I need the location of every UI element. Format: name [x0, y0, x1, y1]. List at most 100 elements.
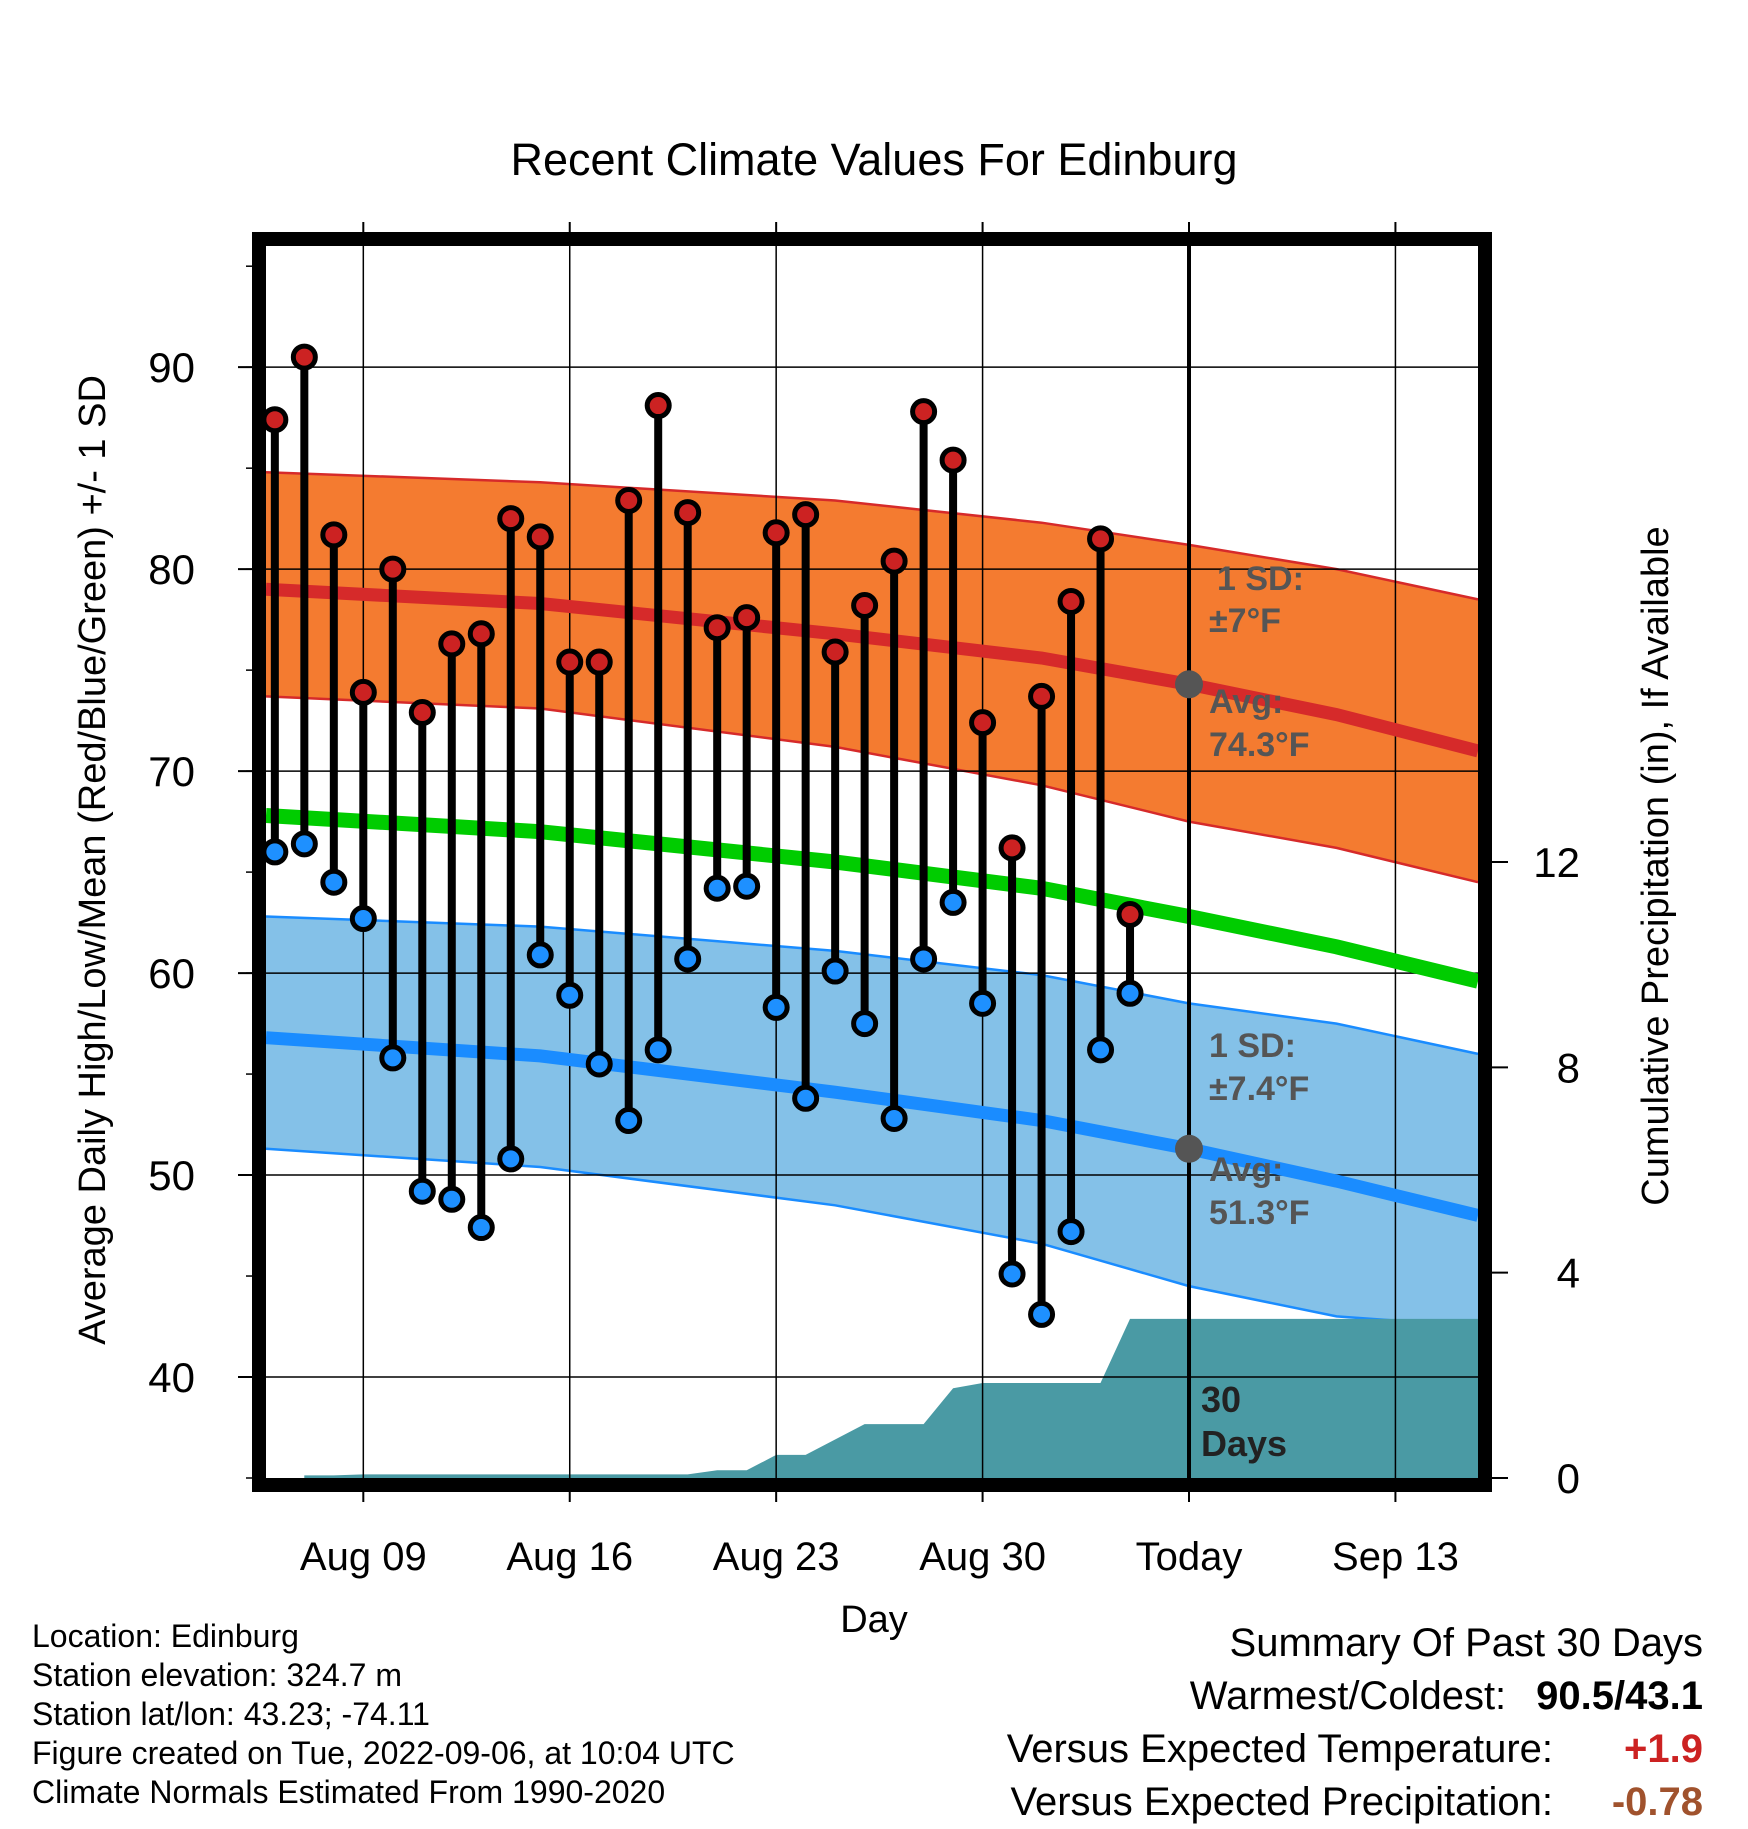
observed-low-point	[497, 1145, 525, 1173]
high-sd-label: 1 SD:	[1217, 560, 1304, 598]
days-label: Days	[1201, 1423, 1287, 1464]
axes: 40 50 60 70 80 90 0 4 8 12 Aug 09 Aug 16 Aug 23 Aug 3…	[148, 222, 1580, 1579]
x-tick-label: Aug 30	[919, 1535, 1046, 1579]
y-axis-label: Average Daily High/Low/Mean (Red/Blue/Gr…	[72, 375, 114, 1345]
low-avg-label: Avg:	[1209, 1151, 1283, 1189]
observed-low-point	[408, 1177, 436, 1205]
observed-low-point	[1116, 979, 1144, 1007]
precip-row: Versus Expected Precipitation: -0.78	[1007, 1776, 1703, 1829]
observed-high-point	[821, 638, 849, 666]
observed-high-point	[910, 398, 938, 426]
observed-high-point	[379, 555, 407, 583]
observed-low-point	[379, 1044, 407, 1072]
observed-low-point	[556, 981, 584, 1009]
warmest-coldest-label: Warmest/Coldest:	[1189, 1674, 1507, 1718]
y-tick-label: 90	[148, 344, 195, 391]
observed-low-point	[585, 1050, 613, 1078]
temp-value: +1.9	[1624, 1727, 1703, 1771]
elevation-text: Station elevation: 324.7 m	[32, 1657, 403, 1693]
y2-tick-label: 12	[1533, 839, 1580, 886]
y-tick-label: 60	[148, 950, 195, 997]
observed-low-point	[526, 941, 554, 969]
observed-low-point	[939, 888, 967, 916]
observed-low-point	[969, 989, 997, 1017]
low-avg-value: 51.3°F	[1209, 1194, 1310, 1232]
y-tick-label: 40	[148, 1354, 195, 1401]
observed-low-point	[290, 830, 318, 858]
high-avg-label: Avg:	[1209, 683, 1283, 721]
x-tick-label: Sep 13	[1332, 1535, 1459, 1579]
latlon-text: Station lat/lon: 43.23; -74.11	[32, 1696, 430, 1732]
observed-high-point	[674, 499, 702, 527]
observed-high-point	[261, 406, 289, 434]
temp-row: Versus Expected Temperature: +1.9	[1007, 1723, 1703, 1776]
days-count: 30	[1201, 1379, 1241, 1420]
observed-high-point	[438, 630, 466, 658]
observed-low-point	[821, 957, 849, 985]
observed-high-point	[851, 592, 879, 620]
low-sd-value: ±7.4°F	[1209, 1070, 1309, 1108]
observed-high-point	[1087, 525, 1115, 553]
low-sd-label: 1 SD:	[1209, 1027, 1296, 1065]
high-avg-value: 74.3°F	[1209, 726, 1310, 764]
observed-high-point	[939, 446, 967, 474]
observed-high-point	[733, 604, 761, 632]
observed-high-point	[703, 614, 731, 642]
station-info: Location: Edinburg Station elevation: 32…	[32, 1617, 735, 1812]
observed-high-point	[644, 392, 672, 420]
today-high-marker	[1175, 670, 1204, 699]
observed-high-point	[615, 486, 643, 514]
precip-area	[304, 1318, 1478, 1478]
temp-label: Versus Expected Temperature:	[1006, 1727, 1553, 1771]
summary-heading: Summary Of Past 30 Days	[1229, 1621, 1703, 1665]
warmest-coldest-value: 90.5/43.1	[1536, 1674, 1703, 1718]
precip-label: Versus Expected Precipitation:	[1010, 1780, 1553, 1824]
observed-high-point	[1028, 682, 1056, 710]
observed-high-point	[585, 648, 613, 676]
observed-high-point	[762, 519, 790, 547]
location-text: Location: Edinburg	[32, 1618, 299, 1654]
y2-axis-label: Cumulative Precipitation (in), If Availa…	[1635, 526, 1677, 1205]
y2-tick-label: 8	[1557, 1044, 1580, 1091]
x-tick-label: Today	[1136, 1535, 1243, 1579]
observed-high-point	[556, 648, 584, 676]
observed-low-point	[674, 945, 702, 973]
observed-high-point	[998, 834, 1026, 862]
precip-value: -0.78	[1611, 1780, 1703, 1824]
observed-low-point	[320, 868, 348, 896]
observed-low-point	[615, 1107, 643, 1135]
chart-title: Recent Climate Values For Edinburg	[510, 134, 1237, 185]
observed-low-point	[703, 874, 731, 902]
observed-low-point	[851, 1010, 879, 1038]
observed-high-point	[880, 547, 908, 575]
observed-high-point	[1057, 587, 1085, 615]
observed-low-point	[733, 872, 761, 900]
observed-low-point	[1028, 1300, 1056, 1328]
observed-low-point	[792, 1084, 820, 1112]
observed-low-point	[644, 1036, 672, 1064]
y2-tick-label: 4	[1557, 1250, 1580, 1297]
observed-low-point	[261, 838, 289, 866]
observed-high-point	[290, 343, 318, 371]
observed-high-point	[320, 521, 348, 549]
x-tick-label: Aug 16	[506, 1535, 633, 1579]
y-tick-label: 50	[148, 1152, 195, 1199]
observed-high-point	[1116, 901, 1144, 929]
observed-low-point	[1087, 1036, 1115, 1064]
y2-tick-label: 0	[1557, 1455, 1580, 1502]
summary-panel: Summary Of Past 30 Days Warmest/Coldest:…	[1007, 1617, 1703, 1829]
created-text: Figure created on Tue, 2022-09-06, at 10…	[32, 1735, 735, 1771]
normals-text: Climate Normals Estimated From 1990-2020	[32, 1774, 666, 1810]
observed-high-point	[792, 501, 820, 529]
observed-low-point	[349, 905, 377, 933]
observed-low-point	[998, 1260, 1026, 1288]
precipitation-area	[304, 1318, 1478, 1478]
observed-high-point	[408, 699, 436, 727]
observed-values	[261, 343, 1144, 1328]
observed-low-point	[910, 945, 938, 973]
today-low-marker	[1175, 1134, 1204, 1163]
observed-high-point	[349, 678, 377, 706]
observed-high-point	[526, 523, 554, 551]
warmest-coldest-row: Warmest/Coldest: 90.5/43.1	[1007, 1670, 1703, 1723]
